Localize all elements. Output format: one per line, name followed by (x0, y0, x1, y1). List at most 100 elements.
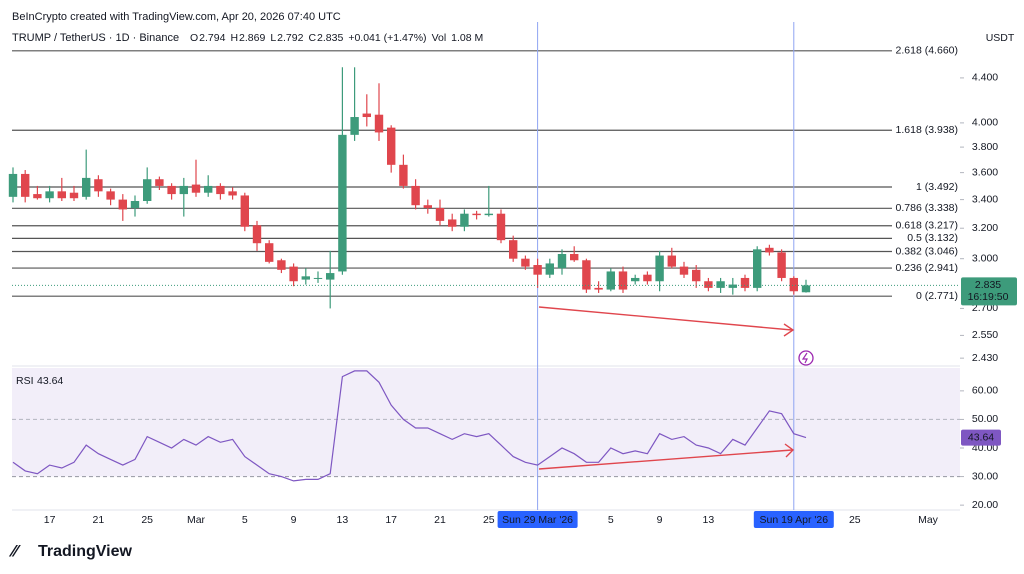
candle-body (631, 277, 640, 282)
trend-arrow (538, 449, 793, 470)
candle-body (338, 134, 347, 272)
x-tick-label: 17 (44, 514, 56, 526)
candle-body (716, 281, 725, 288)
y-tick-label: 3.800 (972, 141, 998, 153)
candle-body (801, 285, 811, 293)
x-tick-label: 9 (657, 514, 663, 526)
last-price-label: 2.835 (975, 279, 1001, 291)
x-tick-label: 5 (242, 514, 248, 526)
logo: TradingView (38, 543, 133, 560)
rsi-last-box (961, 429, 1001, 446)
rsi-tick-label: 60.00 (972, 385, 998, 397)
candle-body (387, 127, 396, 165)
candle-body (326, 273, 335, 280)
rsi-band (12, 368, 960, 477)
candle-body (643, 274, 652, 282)
legend-item: 2.835 (317, 32, 343, 44)
candle-body (582, 260, 591, 290)
fib-label: 0.236 (2.941) (896, 262, 958, 274)
rsi-line (12, 370, 807, 482)
candle-body (21, 173, 30, 197)
x-tick-label: 21 (434, 514, 446, 526)
candle-body (521, 258, 530, 267)
candle-body (57, 191, 66, 199)
candle-body (191, 184, 201, 193)
candle-body (740, 277, 750, 288)
candle-body (94, 179, 103, 192)
candle-body (118, 199, 127, 210)
marker-box (753, 511, 834, 528)
candle-body (228, 191, 237, 196)
rsi-tick-label: 50.00 (972, 413, 998, 425)
x-tick-label: 17 (385, 514, 397, 526)
fib-label: 2.618 (4.660) (896, 45, 958, 57)
y-tick-label: 3.200 (972, 222, 998, 234)
candle-body (411, 185, 420, 206)
candle-body (33, 194, 42, 199)
credit: BeInCrypto created with TradingView.com,… (12, 11, 341, 23)
rsi-value: 43.64 (37, 375, 63, 387)
x-tick-label: 13 (703, 514, 715, 526)
logo-mark: ⁄⁄ (8, 541, 21, 560)
candle-body (252, 225, 262, 244)
countdown: 16:19:50 (968, 291, 1009, 303)
candle-body (130, 200, 140, 209)
legend-item: C (308, 32, 316, 44)
candle-body (509, 240, 518, 259)
rsi-tick-label: 20.00 (972, 499, 998, 511)
candle-body (679, 266, 689, 275)
candle-body (435, 208, 445, 221)
candle-body (374, 114, 384, 133)
candle-body (789, 277, 798, 292)
candle-body (448, 219, 457, 227)
rsi-name: RSI (16, 375, 34, 387)
candle-body (655, 255, 664, 282)
candle-body (179, 185, 188, 195)
arrow-head (784, 443, 795, 458)
y-tick-label: 3.600 (972, 166, 998, 178)
marker-label: Sun 19 Apr '26 (760, 514, 829, 526)
fib-label: 1.618 (3.938) (896, 124, 958, 136)
candle-body (728, 284, 737, 288)
legend-item: 2.869 (239, 32, 265, 44)
fib-label: 0 (2.771) (916, 290, 958, 302)
candle-body (557, 253, 567, 269)
x-tick-label: 25 (849, 514, 861, 526)
candle-body (350, 117, 359, 135)
candle-body (277, 260, 286, 270)
x-tick-label: Mar (187, 514, 206, 526)
x-tick-label: 25 (141, 514, 153, 526)
candle-body (606, 271, 615, 290)
candle-body (45, 191, 54, 199)
candle-body (594, 287, 603, 290)
currency: USDT (986, 32, 1015, 44)
candle-body (570, 253, 579, 261)
legend-item: L (270, 32, 276, 44)
rsi-tick-label: 30.00 (972, 470, 998, 482)
candle-body (692, 269, 701, 282)
x-tick-label: May (918, 514, 939, 526)
candle-body (313, 277, 323, 279)
candle-body (204, 185, 213, 193)
candle-body (667, 255, 676, 267)
candle-body (167, 185, 176, 195)
candle-body (106, 191, 115, 200)
candle-body (8, 173, 18, 197)
arrow-head (783, 323, 795, 337)
symbol: TRUMP / TetherUS · 1D · Binance (12, 32, 179, 44)
candle-body (533, 265, 542, 275)
candle-body (301, 276, 310, 280)
event-icon[interactable] (798, 350, 814, 366)
last-price-box (961, 277, 1017, 306)
candle-body (545, 263, 554, 275)
candle-body (496, 213, 506, 241)
candle-body (460, 213, 469, 227)
y-tick-label: 3.000 (972, 252, 998, 264)
candle-body (240, 195, 249, 227)
candle-body (265, 243, 274, 262)
x-tick-label: 9 (291, 514, 297, 526)
candle-body (484, 213, 493, 216)
candle-body (69, 192, 79, 199)
candle-body (399, 164, 408, 186)
candle-body (155, 179, 164, 186)
